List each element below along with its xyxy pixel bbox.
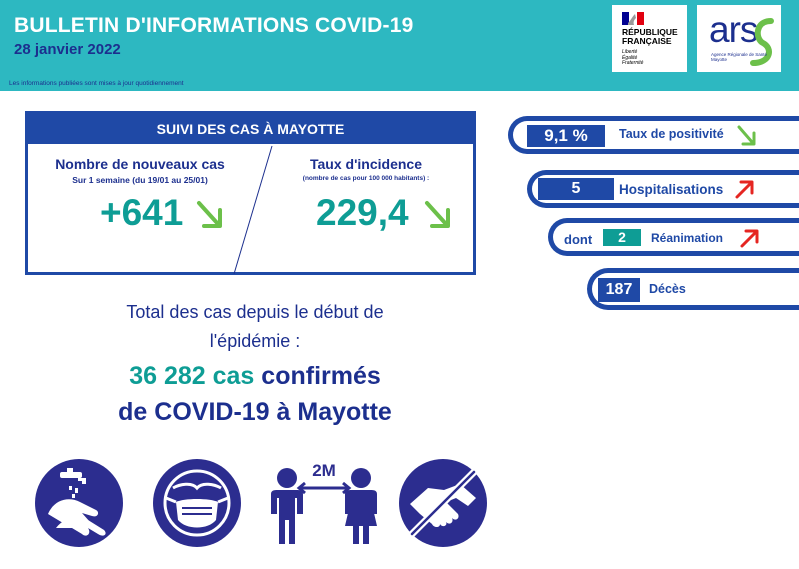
total-cases-count: 36 282 cas confirmés bbox=[60, 362, 450, 391]
total-cases-intro: Total des cas depuis le début de l'épidé… bbox=[95, 298, 415, 356]
total-cases-confirmed: confirmés bbox=[261, 362, 381, 390]
arrow-down-icon bbox=[197, 201, 222, 228]
reanimation-label: Réanimation bbox=[651, 231, 724, 245]
social-distance-icon: 2M bbox=[271, 461, 377, 544]
update-note: Les informations publiées sont mises à j… bbox=[9, 80, 184, 87]
new-cases-label: Nombre de nouveaux cas bbox=[55, 156, 225, 172]
ars-logo: ars Agence Régionale de Santé Mayotte bbox=[697, 5, 781, 72]
incidence-label: Taux d'incidence bbox=[310, 156, 422, 172]
face-mask-icon bbox=[153, 459, 241, 547]
positivity-value: 9,1 % bbox=[527, 125, 605, 147]
incidence-block: Taux d'incidence (nombre de cas pour 100… bbox=[256, 156, 476, 182]
total-cases-subject: de COVID-19 à Mayotte bbox=[118, 398, 392, 426]
rf-name-line-1: RÉPUBLIQUE bbox=[622, 27, 678, 37]
arrow-down-icon bbox=[425, 201, 450, 228]
case-tracking-title: SUIVI DES CAS À MAYOTTE bbox=[28, 114, 473, 144]
panel-divider bbox=[233, 145, 273, 274]
reanimation-prefix: dont bbox=[564, 232, 593, 247]
deaths-pill: 187 Décès bbox=[587, 268, 799, 310]
no-handshake-icon bbox=[399, 459, 487, 547]
bulletin-title: BULLETIN D'INFORMATIONS COVID-19 bbox=[14, 14, 414, 37]
hospitalisations-pill: 5 Hospitalisations bbox=[527, 170, 799, 208]
deaths-label: Décès bbox=[649, 282, 686, 296]
ars-subtitle-line-1: Agence Régionale de Santé bbox=[711, 52, 768, 57]
incidence-subtitle: (nombre de cas pour 100 000 habitants) : bbox=[302, 175, 430, 182]
distance-label: 2M bbox=[312, 461, 336, 480]
rf-motto-line-3: Fraternité bbox=[622, 60, 644, 66]
arrow-up-icon bbox=[740, 229, 759, 248]
hand-washing-icon bbox=[35, 459, 123, 547]
arrow-down-icon bbox=[737, 125, 756, 146]
rf-motto-line-2: Égalité bbox=[622, 54, 638, 61]
positivity-label: Taux de positivité bbox=[619, 127, 724, 141]
hospitalisations-label: Hospitalisations bbox=[619, 182, 724, 197]
header-banner: BULLETIN D'INFORMATIONS COVID-19 28 janv… bbox=[0, 0, 799, 91]
republique-francaise-logo: RÉPUBLIQUE FRANÇAISE Liberté Égalité Fra… bbox=[612, 5, 687, 72]
ars-subtitle: Agence Régionale de Santé Mayotte bbox=[711, 52, 767, 62]
bulletin-date: 28 janvier 2022 bbox=[14, 41, 121, 58]
ars-subtitle-line-2: Mayotte bbox=[711, 57, 728, 62]
new-cases-period: Sur 1 semaine (du 19/01 au 25/01) bbox=[72, 175, 208, 185]
rf-name-line-2: FRANÇAISE bbox=[622, 36, 672, 46]
positivity-rate-pill: 9,1 % Taux de positivité bbox=[508, 116, 799, 154]
incidence-value: 229,4 bbox=[316, 192, 409, 233]
arrow-up-icon bbox=[735, 180, 754, 199]
rf-motto: Liberté Égalité Fraternité bbox=[622, 49, 644, 67]
marianne-flag-icon bbox=[622, 12, 644, 25]
new-cases-value: +641 bbox=[100, 192, 184, 233]
hospitalisations-value: 5 bbox=[538, 178, 614, 200]
rf-name: RÉPUBLIQUE FRANÇAISE bbox=[622, 28, 678, 46]
deaths-value: 187 bbox=[598, 278, 640, 302]
total-intro-line-1: Total des cas depuis le début de bbox=[126, 302, 384, 322]
case-tracking-panel: SUIVI DES CAS À MAYOTTE Nombre de nouvea… bbox=[25, 111, 476, 275]
total-cases-number: 36 282 cas bbox=[129, 362, 255, 390]
reanimation-value: 2 bbox=[603, 229, 641, 246]
ars-wordmark: ars bbox=[709, 9, 758, 50]
rf-motto-line-1: Liberté bbox=[622, 49, 638, 55]
total-intro-line-2: l'épidémie : bbox=[209, 331, 301, 351]
new-cases-block: Nombre de nouveaux cas Sur 1 semaine (du… bbox=[30, 156, 250, 185]
ars-swoosh-icon bbox=[750, 18, 774, 66]
reanimation-pill: dont 2 Réanimation bbox=[548, 218, 799, 256]
